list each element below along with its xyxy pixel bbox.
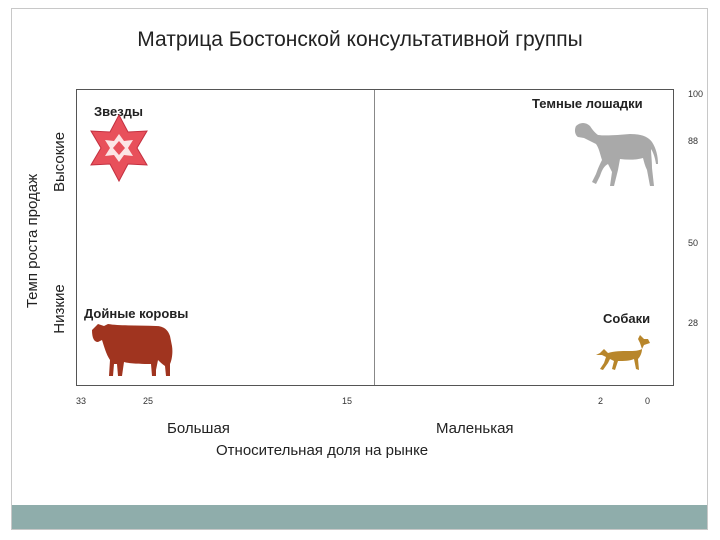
x-tick: 25 xyxy=(143,396,154,406)
footer-bar xyxy=(12,505,707,529)
page-title: Матрица Бостонской консультативной групп… xyxy=(137,28,583,51)
y-axis-title: Темп роста продаж xyxy=(24,173,41,309)
cow-icon xyxy=(92,324,173,376)
x-axis-small-label: Маленькая xyxy=(436,420,514,437)
y-tick: 88 xyxy=(688,136,699,146)
y-axis-high-label: Высокие xyxy=(51,131,68,193)
star-icon xyxy=(90,113,148,183)
quadrant-label-cash-cows: Дойные коровы xyxy=(84,306,189,321)
y-tick: 50 xyxy=(688,238,699,248)
y-tick: 28 xyxy=(688,318,699,328)
horse-icon xyxy=(574,123,658,186)
quadrant-label-dogs: Собаки xyxy=(603,311,651,326)
x-tick: 33 xyxy=(76,396,87,406)
x-axis-large-label: Большая xyxy=(167,420,230,437)
dog-icon xyxy=(596,335,650,370)
x-tick: 2 xyxy=(598,396,604,406)
matrix-divider xyxy=(374,90,375,385)
y-axis-low-label: Низкие xyxy=(51,284,68,334)
x-axis-title: Относительная доля на рынке xyxy=(216,442,429,459)
quadrant-label-stars: Звезды xyxy=(94,104,144,119)
x-tick: 0 xyxy=(645,396,651,406)
quadrant-label-dark-horses: Темные лошадки xyxy=(532,96,643,111)
x-tick: 15 xyxy=(342,396,353,406)
bcg-matrix xyxy=(76,89,674,386)
y-tick: 100 xyxy=(688,89,704,99)
slide-frame xyxy=(11,8,708,530)
